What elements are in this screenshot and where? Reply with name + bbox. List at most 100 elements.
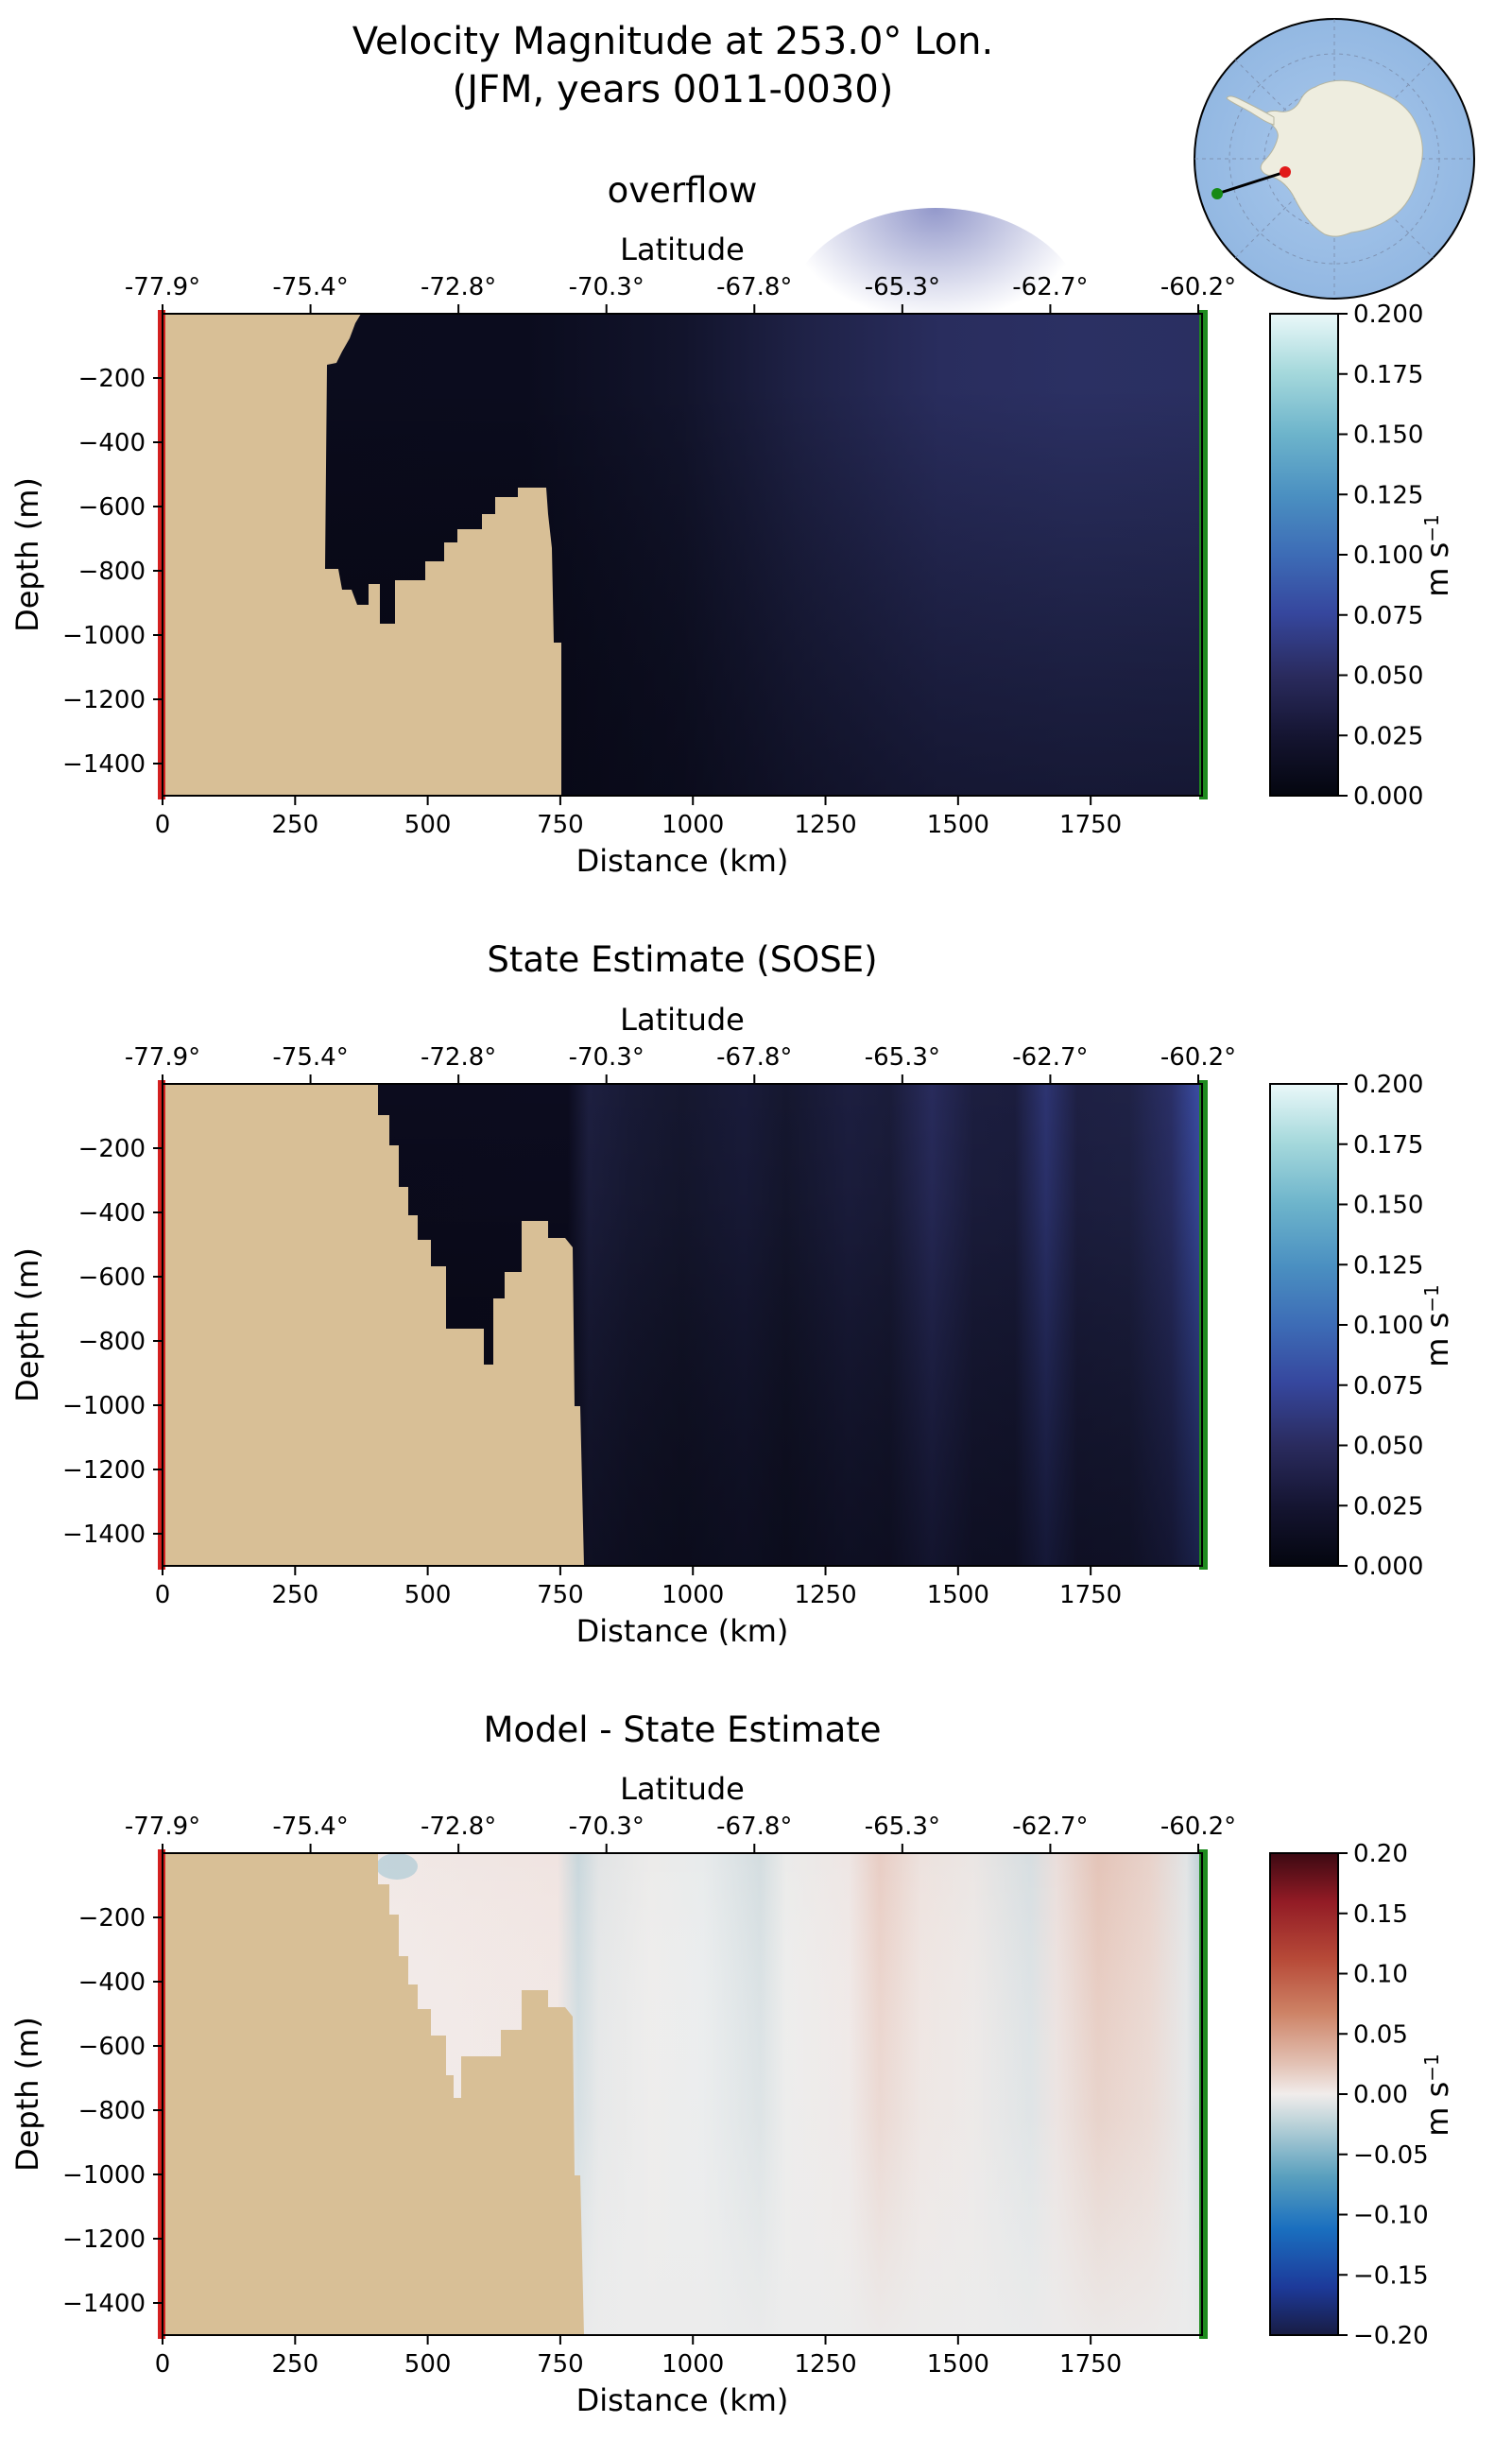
inset-antarctica-map	[1194, 18, 1475, 300]
top-tick-label: -67.8°	[716, 1043, 792, 1072]
bathymetry-land	[163, 314, 561, 796]
x-tick-label: 0	[155, 2350, 171, 2379]
panel-title: Model - State Estimate	[483, 1710, 881, 1750]
y-axis-label: Depth (m)	[9, 477, 45, 632]
section-end-line	[1199, 1080, 1208, 1570]
map-section-start-marker	[1280, 166, 1291, 178]
section-end-line	[1199, 1849, 1208, 2339]
y-tick-label: −800	[78, 2097, 146, 2125]
map-section-end-marker	[1211, 188, 1223, 199]
top-tick-label: -72.8°	[421, 273, 496, 301]
colorbar-tick-label: 0.100	[1353, 541, 1423, 570]
top-axis-label: Latitude	[620, 1002, 745, 1038]
colorbar-label: m s−1	[1419, 514, 1455, 597]
panel-title: overflow	[608, 170, 758, 211]
y-tick-label: −1200	[62, 1456, 146, 1485]
colorbar-tick-label: 0.20	[1353, 1840, 1408, 1868]
y-tick-label: −1400	[62, 1521, 146, 1549]
x-axis-label: Distance (km)	[576, 843, 789, 879]
y-tick-label: −600	[78, 1263, 146, 1292]
y-tick-label: −1400	[62, 750, 146, 779]
top-tick-label: -70.3°	[569, 1043, 644, 1072]
top-axis-label: Latitude	[620, 1771, 745, 1807]
top-tick-label: -67.8°	[716, 1813, 792, 1841]
x-tick-label: 500	[404, 811, 452, 839]
x-axis-label: Distance (km)	[576, 2382, 789, 2418]
y-tick-label: −600	[78, 2033, 146, 2061]
x-tick-label: 1000	[662, 811, 724, 839]
top-tick-label: -75.4°	[272, 273, 348, 301]
y-tick-label: −1000	[62, 1392, 146, 1420]
top-tick-label: -67.8°	[716, 273, 792, 301]
top-tick-label: -60.2°	[1160, 273, 1236, 301]
bathymetry-land	[163, 1853, 584, 2335]
x-tick-label: 250	[271, 1581, 318, 1609]
top-tick-label: -77.9°	[125, 1043, 200, 1072]
top-axis-label: Latitude	[620, 232, 745, 267]
map-peninsula	[1226, 95, 1275, 126]
top-tick-label: -70.3°	[569, 1813, 644, 1841]
top-tick-label: -62.7°	[1012, 1043, 1088, 1072]
colorbar-tick-label: 0.10	[1353, 1961, 1408, 1989]
colorbar-tick-label: 0.175	[1353, 1131, 1423, 1160]
colorbar-tick-label: 0.025	[1353, 1492, 1423, 1521]
y-tick-label: −800	[78, 558, 146, 586]
y-tick-label: −1400	[62, 2290, 146, 2318]
panel-overflow: overflow Latitude 0 250 500 750 1000 1250 1500…	[9, 170, 1455, 879]
bathymetry-land	[163, 1084, 584, 1566]
plot-frame	[162, 313, 1203, 797]
top-tick-label: -72.8°	[421, 1043, 496, 1072]
top-tick-label: -65.3°	[865, 273, 940, 301]
colorbar-label: m s−1	[1419, 2053, 1455, 2137]
x-axis-label: Distance (km)	[576, 1613, 789, 1649]
top-tick-label: -60.2°	[1160, 1043, 1236, 1072]
colorbar-tick-label: 0.175	[1353, 361, 1423, 389]
top-tick-label: -70.3°	[569, 273, 644, 301]
top-tick-label: -60.2°	[1160, 1813, 1236, 1841]
y-tick-label: −1200	[62, 2225, 146, 2254]
x-tick-label: 750	[537, 2350, 584, 2379]
colorbar	[1269, 1852, 1339, 2336]
x-tick-label: 500	[404, 2350, 452, 2379]
x-tick-label: 1250	[794, 2350, 856, 2379]
x-tick-label: 1500	[927, 1581, 989, 1609]
section-end-line	[1199, 310, 1208, 799]
top-tick-label: -62.7°	[1012, 1813, 1088, 1841]
top-tick-label: -77.9°	[125, 273, 200, 301]
x-tick-label: 0	[155, 811, 171, 839]
colorbar	[1269, 313, 1339, 797]
panel-title: State Estimate (SOSE)	[487, 939, 877, 980]
y-tick-label: −400	[78, 1968, 146, 1997]
x-tick-label: 1250	[794, 1581, 856, 1609]
x-tick-label: 1750	[1059, 1581, 1122, 1609]
x-tick-label: 1000	[662, 2350, 724, 2379]
x-tick-label: 1750	[1059, 2350, 1122, 2379]
colorbar-tick-label: 0.075	[1353, 602, 1423, 630]
map-antarctica-land	[1260, 79, 1423, 237]
colorbar-tick-label: 0.200	[1353, 301, 1423, 329]
colorbar-tick-label: 0.150	[1353, 1192, 1423, 1220]
colorbar-tick-label: 0.000	[1353, 782, 1423, 811]
colorbar-tick-label: 0.075	[1353, 1372, 1423, 1400]
colorbar-tick-label: 0.000	[1353, 1553, 1423, 1581]
colorbar-tick-label: 0.050	[1353, 662, 1423, 691]
colorbar-tick-label: 0.125	[1353, 1251, 1423, 1280]
top-tick-label: -65.3°	[865, 1813, 940, 1841]
difference-shelf-negative	[376, 1853, 418, 1880]
colorbar-tick-label: 0.025	[1353, 722, 1423, 750]
y-tick-label: −800	[78, 1328, 146, 1356]
y-tick-label: −200	[78, 1135, 146, 1163]
top-tick-label: -65.3°	[865, 1043, 940, 1072]
panel-difference: Model - State Estimate Latitude 0 250 500 7…	[9, 1710, 1455, 2418]
colorbar-tick-label: 0.15	[1353, 1900, 1408, 1929]
plot-frame	[162, 1083, 1203, 1567]
figure-title-line2: (JFM, years 0011-0030)	[453, 68, 894, 112]
colorbar-tick-label: 0.150	[1353, 421, 1423, 450]
x-tick-label: 250	[271, 2350, 318, 2379]
x-tick-label: 750	[537, 1581, 584, 1609]
x-tick-label: 250	[271, 811, 318, 839]
colorbar-tick-label: 0.100	[1353, 1312, 1423, 1340]
figure-title-line1: Velocity Magnitude at 253.0° Lon.	[352, 20, 994, 63]
colorbar-tick-label: 0.050	[1353, 1433, 1423, 1461]
